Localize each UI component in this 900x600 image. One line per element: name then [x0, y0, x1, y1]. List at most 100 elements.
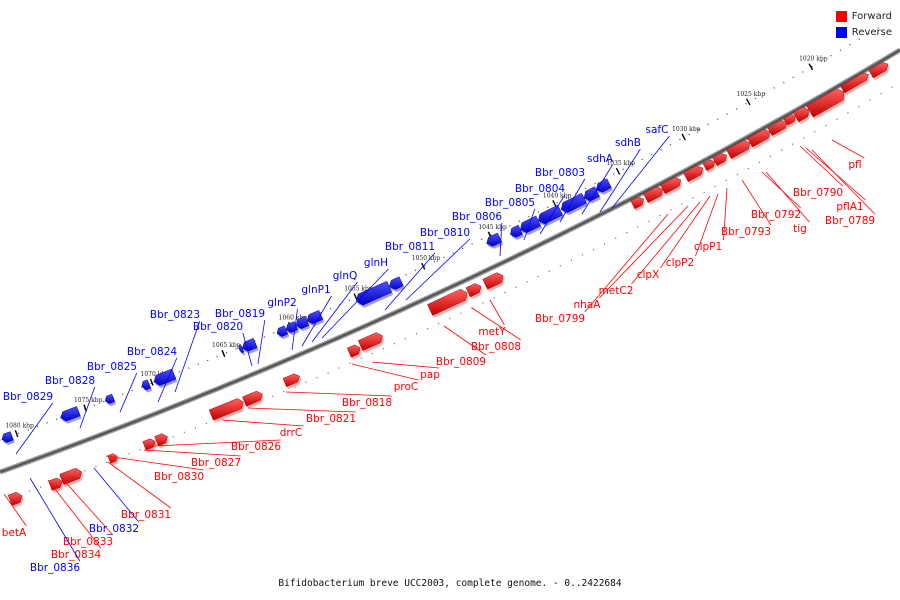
gene-Bbr_0821	[282, 373, 302, 390]
tick-dot	[660, 148, 662, 151]
gene-name: Bbr_0829	[3, 391, 53, 403]
guide-dot	[769, 155, 772, 158]
gene-clpP1	[726, 140, 752, 162]
guide-dot	[659, 214, 661, 217]
gene-label-glnH: glnH	[321, 257, 389, 339]
tick-label: 1020 kbp	[799, 56, 828, 63]
gene-name: Bbr_0811	[385, 241, 435, 253]
tick-label: 1055 kbp	[344, 286, 373, 293]
gene-name: sdhA	[587, 153, 614, 165]
tick-dot	[811, 65, 813, 68]
gene-name: Bbr_0805	[485, 197, 535, 209]
gene-Bbr_0793	[747, 129, 772, 150]
gene-body	[241, 338, 258, 352]
guide-dot	[128, 453, 130, 455]
tick-dot	[499, 229, 502, 232]
gene-body	[388, 276, 404, 290]
guide-dot	[515, 286, 517, 288]
forward-swatch	[835, 10, 847, 22]
tick-dot	[849, 44, 851, 46]
guide-dot	[460, 312, 462, 314]
gene-name: Bbr_0789	[825, 215, 875, 227]
gene-label-Bbr_0818: Bbr_0818	[285, 391, 392, 409]
tick-dot	[348, 299, 350, 301]
connector	[443, 325, 487, 356]
gene-name: Bbr_0831	[121, 509, 171, 521]
tick-dot	[537, 211, 539, 213]
gene-name: Bbr_0823	[150, 309, 200, 321]
connector	[405, 238, 471, 301]
guide-dot	[349, 362, 351, 364]
guide-dot	[327, 372, 329, 374]
gene-label-Bbr_0808: Bbr_0808	[471, 307, 521, 353]
guide-dot	[847, 112, 849, 114]
gene-label-nhaA: nhaA	[574, 205, 689, 311]
genome-caption: Bifidobacterium breve UCC2003, complete …	[278, 578, 622, 589]
guide-dot	[183, 431, 185, 433]
major-tick	[14, 430, 19, 438]
tick-label: 1050 kbp	[412, 255, 441, 262]
gene-Bbr_0810	[388, 276, 405, 292]
tick-dot	[188, 367, 190, 369]
connector	[257, 319, 266, 365]
gene-body	[1, 431, 14, 443]
connector	[291, 308, 298, 351]
tick-dot	[471, 243, 473, 245]
gene-label-clpP1: clpP1	[694, 187, 728, 253]
tick-dot	[528, 216, 530, 218]
tick-dot	[518, 220, 520, 222]
gene-body	[346, 344, 361, 358]
gene-name: clpX	[637, 269, 660, 281]
guide-dot	[692, 197, 694, 199]
guide-dot	[825, 124, 827, 127]
gene-body	[482, 272, 504, 290]
tick-dot	[717, 118, 719, 120]
tick-dot	[594, 183, 596, 185]
gene-name: glnQ	[333, 270, 358, 282]
guide-dot	[814, 131, 816, 133]
tick-dot	[462, 247, 464, 250]
tick-dot	[122, 393, 124, 395]
tick-dot	[490, 234, 492, 236]
gene-name: glnP1	[301, 284, 330, 296]
gene-pap	[427, 288, 469, 318]
tick-dot	[773, 87, 775, 89]
guide-dot	[482, 302, 484, 304]
gene-Bbr_0831	[107, 453, 119, 466]
gene-body	[154, 433, 168, 447]
gene-sdhA	[560, 192, 589, 216]
legend-reverse-label: Reverse	[851, 26, 892, 38]
gene-body	[792, 106, 810, 123]
connector	[93, 467, 140, 523]
guide-dot	[338, 367, 340, 369]
connector	[611, 135, 670, 209]
tick-dot	[254, 340, 256, 342]
gene-name: pflA1	[836, 201, 863, 213]
gene-label-Bbr_0789: Bbr_0789	[811, 149, 875, 227]
tick-dot	[55, 418, 58, 420]
gene-body	[465, 283, 482, 298]
gene-body	[595, 178, 612, 193]
gene-label-Bbr_0819: Bbr_0819	[215, 308, 266, 365]
tick-dot	[792, 76, 794, 78]
tick-dot	[225, 352, 228, 354]
tick-dot	[669, 143, 672, 146]
tick-dot	[414, 269, 417, 272]
tick-dot	[263, 336, 265, 338]
gene-label-pfl: pfl	[831, 139, 865, 171]
gene-body	[726, 140, 751, 159]
tick-dot	[207, 359, 209, 362]
tick-dot	[46, 422, 48, 424]
connector	[311, 281, 358, 343]
tick-dot	[329, 307, 332, 310]
guide-dot	[603, 243, 606, 245]
tick-dot	[698, 128, 700, 131]
gene-body	[538, 204, 563, 225]
gene-name: metY	[478, 326, 506, 338]
gene-body	[427, 288, 468, 316]
tick-dot	[754, 97, 757, 100]
guide-dot	[758, 161, 761, 164]
gene-name: Bbr_0818	[342, 397, 392, 409]
gene-Bbr_0811	[356, 280, 394, 308]
legend-forward: Forward	[835, 8, 892, 24]
